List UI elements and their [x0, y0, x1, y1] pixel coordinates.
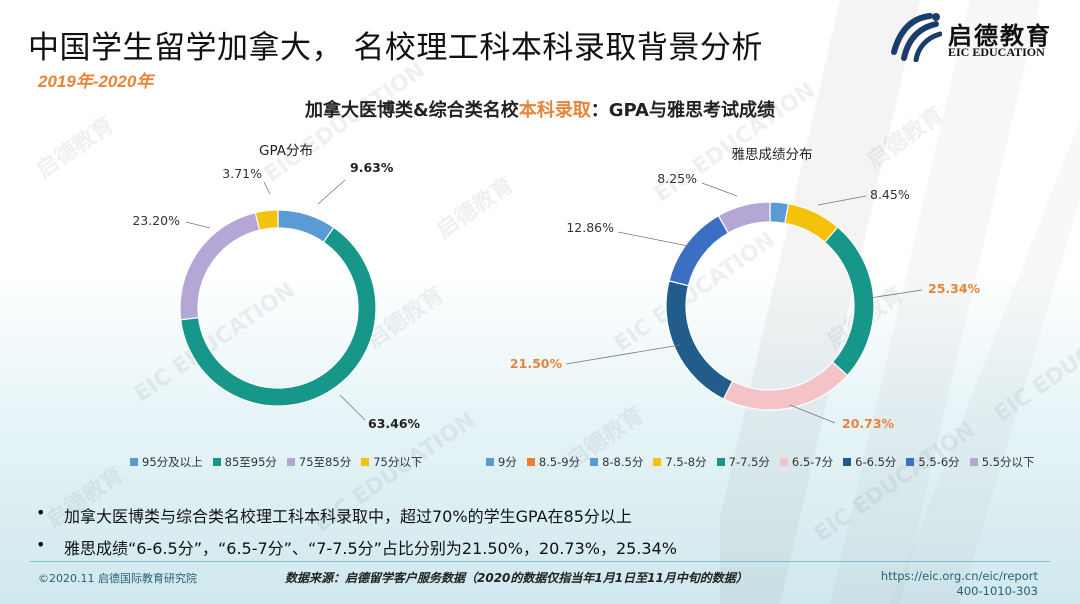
legend-label: 95分及以上 [142, 455, 203, 469]
legend-item: 8-8.5分 [590, 454, 643, 470]
legend-swatch [843, 458, 852, 466]
legend-label: 9分 [498, 455, 517, 469]
page-subtitle: 2019年-2020年 [38, 72, 154, 91]
legend-swatch [906, 458, 915, 466]
legend-label: 85至95分 [224, 455, 277, 469]
heading-highlight: 本科录取 [518, 100, 591, 121]
ielts-chart-title: 雅思成绩分布 [731, 147, 813, 163]
legend-item: 75分以下 [361, 454, 422, 470]
legend-item: 7.5-8分 [653, 454, 707, 470]
legend-label: 75至85分 [298, 455, 352, 469]
data-label: 20.73% [842, 416, 895, 431]
legend-swatch [590, 458, 599, 466]
legend-item: 95分及以上 [130, 454, 203, 470]
legend-label: 7.5-8分 [665, 455, 707, 469]
legend-item: 7-7.5分 [716, 454, 770, 470]
leader-line [317, 179, 346, 205]
donut-slice-ielts [722, 361, 849, 411]
donut-slice-ielts [823, 226, 875, 377]
chart-heading: 加拿大医博类&综合类名校本科录取：GPA与雅思考试成绩 [0, 96, 1080, 122]
donut-slice-gpa [179, 211, 261, 321]
legend-label: 75分以下 [373, 455, 423, 469]
leader-line [263, 181, 271, 195]
legend-swatch [716, 458, 725, 466]
footer-url[interactable]: https://eic.org.cn/eic/report [880, 569, 1038, 583]
data-label: 23.20% [132, 213, 180, 228]
gpa-chart-title: GPA分布 [259, 143, 313, 159]
legend-swatch [286, 458, 295, 466]
legend-item: 5.5-6分 [906, 454, 960, 470]
page-title: 中国学生留学加拿大， 名校理工科本科录取背景分析 [28, 30, 763, 66]
donut-slice-ielts [717, 201, 771, 234]
donut-slice-gpa [254, 209, 279, 231]
leader-line [339, 394, 366, 421]
legend-label: 7-7.5分 [728, 455, 770, 469]
legend-item: 85至95分 [212, 454, 277, 470]
legend-label: 5.5-6分 [918, 455, 960, 469]
footer-copyright: ©2020.11 启德国际教育研究院 [38, 572, 197, 585]
eic-logo-icon [891, 13, 943, 63]
legend-swatch [526, 458, 535, 466]
heading-prefix: 加拿大医博类&综合类名校 [305, 100, 519, 121]
legend-label: 6.5-7分 [791, 455, 834, 469]
leader-line [565, 344, 681, 365]
data-label: 8.25% [657, 171, 697, 186]
legend-label: 8.5-9分 [538, 455, 581, 469]
legend-label: 6-6.5分 [855, 455, 897, 469]
leader-line [617, 231, 689, 247]
bullet-mark: • [36, 503, 46, 522]
summary-bullets: • 加拿大医博类与综合类名校理工科本科录取中，超过70%的学生GPA在85分以上 … [36, 503, 677, 567]
logo-text-cn: 启德教育 [948, 22, 1052, 50]
legend-swatch [969, 458, 978, 466]
data-label: 3.71% [222, 166, 262, 181]
legend-item: 5.5分以下 [969, 454, 1035, 470]
legend-swatch [486, 458, 494, 466]
legend-item: 6.5-7分 [779, 454, 834, 470]
legend-swatch [212, 458, 221, 466]
legend-label: 8-8.5分 [602, 455, 644, 469]
leader-line [185, 221, 211, 229]
donut-slice-gpa [180, 226, 377, 407]
legend-item: 6-6.5分 [843, 454, 896, 470]
data-label: 63.46% [368, 416, 421, 431]
legend-item: 9分 [486, 454, 517, 470]
data-label: 21.50% [510, 356, 563, 371]
donut-slice-gpa [277, 209, 335, 244]
bullet-mark: • [36, 535, 46, 554]
gpa-legend: 95分及以上 85至95分 75至85分 75分以下 [130, 454, 432, 470]
legend-item: 75至85分 [286, 454, 352, 470]
donut-slice-ielts [668, 214, 730, 287]
logo-text-en: EIC EDUCATION [948, 45, 1045, 59]
donut-slice-ielts [665, 280, 734, 400]
bullet-item: • 加拿大医博类与综合类名校理工科本科录取中，超过70%的学生GPA在85分以上 [36, 503, 677, 527]
leader-line [789, 404, 836, 424]
footer-divider [30, 561, 1050, 562]
leader-line [869, 289, 923, 299]
footer-source: 数据来源：启德留学客户服务数据（2020的数据仅指当年1月1日至11月中旬的数据… [285, 571, 748, 585]
legend-swatch [779, 458, 788, 466]
bullet-text: 雅思成绩“6-6.5分”，“6.5-7分”、“7-7.5分”占比分别为21.50… [64, 539, 677, 558]
leader-line [817, 195, 867, 206]
bullet-item: • 雅思成绩“6-6.5分”，“6.5-7分”、“7-7.5分”占比分别为21.5… [36, 535, 677, 559]
eic-logo: 启德教育 EIC EDUCATION [886, 12, 1056, 64]
legend-swatch [361, 458, 370, 466]
heading-suffix: ：GPA与雅思考试成绩 [590, 100, 775, 121]
data-label: 8.45% [870, 187, 910, 202]
legend-swatch [653, 458, 662, 466]
data-label: 12.86% [566, 220, 614, 235]
footer-phone: 400-1010-303 [956, 584, 1038, 598]
legend-swatch [130, 458, 138, 466]
ielts-legend: 9分 8.5-9分 8-8.5分 7.5-8分 7-7.5分 6.5-7分 6-6.5分 5.… [486, 454, 1044, 470]
bullet-text: 加拿大医博类与综合类名校理工科本科录取中，超过70%的学生GPA在85分以上 [64, 507, 632, 526]
legend-label: 5.5分以下 [981, 455, 1035, 469]
legend-item: 8.5-9分 [526, 454, 581, 470]
data-label: 25.34% [928, 281, 981, 296]
footer-contact: https://eic.org.cn/eic/report 400-1010-3… [881, 569, 1038, 599]
data-label: 9.63% [350, 160, 394, 175]
leader-line [701, 182, 738, 197]
